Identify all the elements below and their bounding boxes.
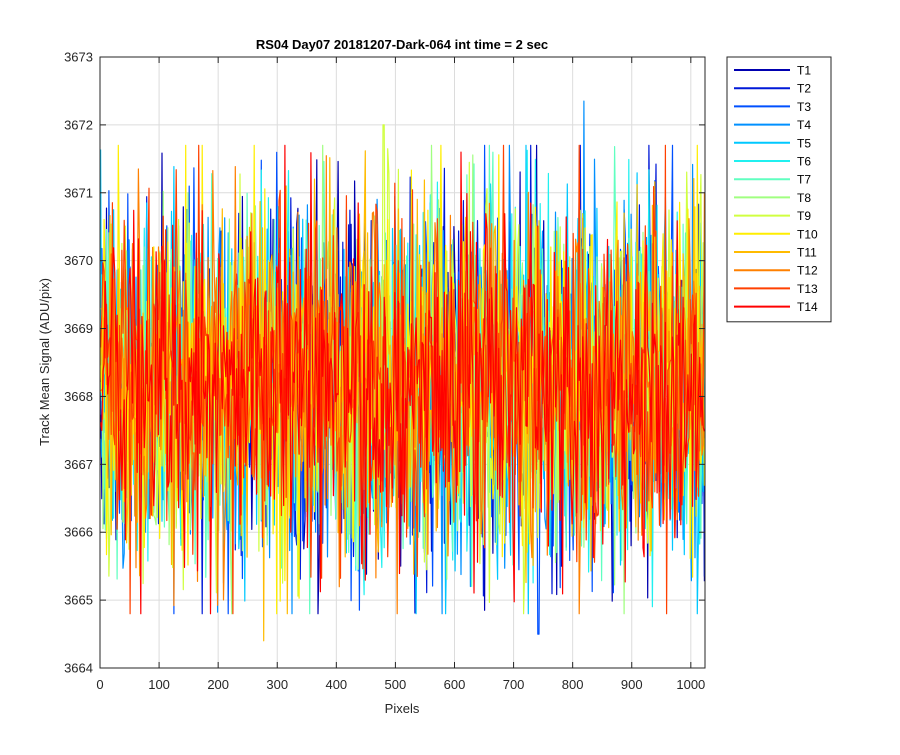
legend-label-t8: T8 [797,191,811,205]
legend-label-t12: T12 [797,264,818,278]
legend-label-t13: T13 [797,282,818,296]
series-line-t14 [100,144,705,615]
y-tick-label: 3673 [64,50,93,65]
legend: T1 T2 T3 T4 T5 T6 T7 T8 T9 T10 T11 T12 T13 T14 [726,56,832,323]
legend-label-t9: T9 [797,209,811,223]
x-tick-label: 800 [562,677,584,692]
y-tick-label: 3671 [64,185,93,200]
y-tick-label: 3668 [64,389,93,404]
x-tick-label: 700 [503,677,525,692]
axes-box [99,56,706,669]
x-tick-label: 400 [325,677,347,692]
series-traces [100,100,705,642]
legend-box [726,56,832,323]
x-tick-label: 200 [207,677,229,692]
legend-label-t7: T7 [797,173,811,187]
legend-label-t5: T5 [797,136,811,150]
y-tick-label: 3670 [64,253,93,268]
legend-label-t6: T6 [797,155,811,169]
legend-label-t10: T10 [797,227,818,241]
legend-label-t11: T11 [797,246,817,260]
chart-title: RS04 Day07 20181207-Dark-064 int time = … [256,37,548,52]
y-tick-label: 3664 [64,661,93,676]
x-tick-label: 300 [266,677,288,692]
legend-label-t4: T4 [797,118,811,132]
x-tick-label: 1000 [676,677,705,692]
y-tick-label: 3667 [64,457,93,472]
x-tick-label: 0 [96,677,103,692]
y-tick-label: 3669 [64,321,93,336]
y-tick-label: 3672 [64,117,93,132]
x-tick-label: 600 [444,677,466,692]
x-axis-label: Pixels [385,701,420,716]
legend-label-t2: T2 [797,82,811,96]
y-tick-label: 3665 [64,593,93,608]
legend-label-t3: T3 [797,100,811,114]
legend-label-t14: T14 [797,300,818,314]
x-tick-label: 500 [385,677,407,692]
legend-label-t1: T1 [797,64,811,78]
plot-area: 0 100 200 300 400 500 600 700 800 900 1000 3664 3665… [64,50,706,692]
y-tick-label: 3666 [64,525,93,540]
x-tick-label: 900 [621,677,643,692]
y-axis-label: Track Mean Signal (ADU/pix) [37,278,52,446]
x-tick-label: 100 [148,677,170,692]
